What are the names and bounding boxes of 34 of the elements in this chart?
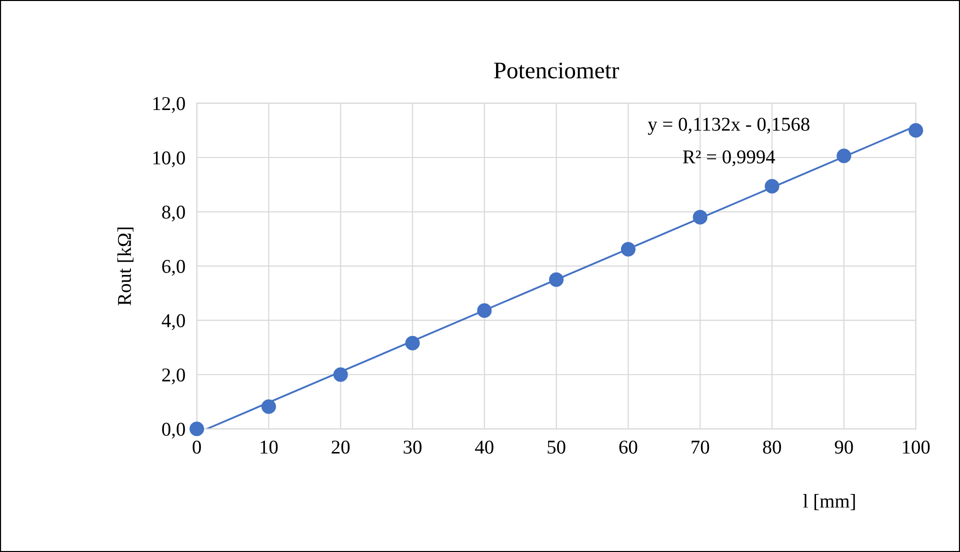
x-tick-label: 20 bbox=[332, 440, 350, 454]
annotation: y = 0,1132x - 0,1568 bbox=[648, 118, 810, 135]
x-tick-label: 70 bbox=[692, 440, 710, 454]
x-tick-label: 80 bbox=[763, 440, 782, 454]
y-tick-label: 2,0 bbox=[162, 368, 185, 384]
y-tick-label: 4,0 bbox=[162, 314, 185, 330]
annotation: R² = 0,9994 bbox=[682, 150, 776, 166]
point bbox=[405, 336, 420, 350]
x-tick-label: 10 bbox=[260, 440, 278, 454]
point bbox=[764, 178, 780, 194]
point bbox=[190, 422, 204, 436]
point bbox=[261, 399, 276, 414]
y-axis-title: Rout [kΩ] bbox=[117, 228, 134, 306]
point bbox=[908, 123, 924, 138]
chart-title: Potenciometr bbox=[494, 62, 620, 78]
x-tick-label: 100 bbox=[902, 440, 930, 454]
point bbox=[333, 367, 348, 382]
y-tick-label: 10,0 bbox=[153, 151, 185, 168]
x-tick-label: 40 bbox=[475, 440, 494, 454]
point bbox=[549, 272, 564, 287]
x-tick-label: 50 bbox=[548, 440, 566, 454]
x-axis-title: l [mm] bbox=[803, 494, 855, 510]
y-tick-label: 6,0 bbox=[162, 260, 185, 276]
x-tick-label: 90 bbox=[834, 440, 853, 454]
point bbox=[836, 148, 852, 164]
y-tick-label: 12,0 bbox=[153, 97, 185, 113]
y-tick-label: 0,0 bbox=[162, 422, 185, 439]
point bbox=[477, 303, 492, 318]
x-tick-label: 60 bbox=[619, 440, 638, 454]
x-tick-label: 0 bbox=[192, 440, 201, 454]
point bbox=[692, 210, 708, 224]
point bbox=[620, 242, 636, 257]
x-tick-label: 30 bbox=[404, 440, 422, 454]
y-tick-label: 8,0 bbox=[162, 206, 185, 222]
